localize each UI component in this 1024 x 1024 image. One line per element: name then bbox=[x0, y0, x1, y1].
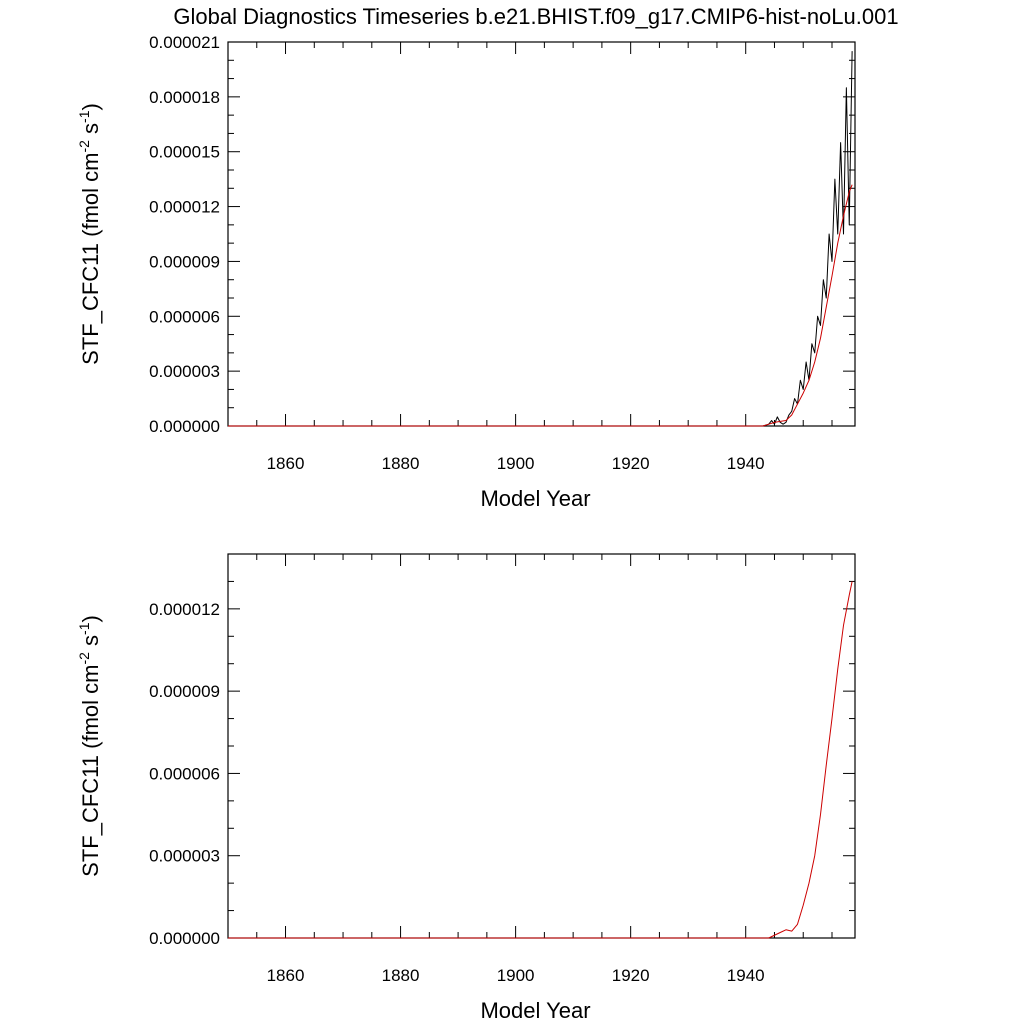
plot-frame bbox=[227, 553, 856, 939]
y-tick-label: 0.000000 bbox=[149, 417, 220, 436]
x-tick-label: 1880 bbox=[382, 966, 420, 985]
y-axis-label-superscript: -2 bbox=[76, 652, 92, 665]
x-tick-label: 1860 bbox=[267, 966, 305, 985]
y-tick-label: 0.000018 bbox=[149, 88, 220, 107]
y-axis-label: STF_CFC11 (fmol cm-2 s-1) bbox=[76, 615, 103, 877]
y-tick-label: 0.000012 bbox=[149, 600, 220, 619]
plot-frame bbox=[227, 41, 856, 427]
y-axis-label: STF_CFC11 (fmol cm-2 s-1) bbox=[76, 103, 103, 365]
top-chart-panel: 1860 1880 1900 1920 1940 0.000000 0.000003 0.00… bbox=[76, 33, 856, 511]
y-axis-label-part: ) bbox=[78, 103, 103, 110]
x-tick-label: 1900 bbox=[497, 966, 535, 985]
series-line-0 bbox=[228, 581, 853, 939]
x-tick-label: 1940 bbox=[727, 454, 765, 473]
y-tick-label: 0.000003 bbox=[149, 847, 220, 866]
x-tick-label: 1860 bbox=[267, 454, 305, 473]
series-line-1 bbox=[228, 184, 853, 427]
y-tick-label: 0.000009 bbox=[149, 682, 220, 701]
x-axis-label: Model Year bbox=[480, 486, 590, 511]
y-axis-label-part: s bbox=[78, 123, 103, 140]
y-tick-label: 0.000000 bbox=[149, 929, 220, 948]
y-axis-label-part: STF_CFC11 (fmol cm bbox=[78, 665, 103, 877]
y-axis-label-part: STF_CFC11 (fmol cm bbox=[78, 153, 103, 365]
figure-title: Global Diagnostics Timeseries b.e21.BHIS… bbox=[173, 4, 898, 29]
x-tick-label: 1920 bbox=[612, 454, 650, 473]
y-tick-label: 0.000009 bbox=[149, 252, 220, 271]
y-axis-label-part: s bbox=[78, 635, 103, 652]
y-tick-label: 0.000015 bbox=[149, 143, 220, 162]
x-tick-label: 1940 bbox=[727, 966, 765, 985]
y-axis-label-part: ) bbox=[78, 615, 103, 622]
series-line-0 bbox=[228, 51, 853, 427]
bottom-chart-panel: 1860 1880 1900 1920 1940 0.000000 0.000003 0.00… bbox=[76, 553, 856, 1023]
y-axis-label-superscript: -1 bbox=[76, 110, 92, 123]
y-tick-label: 0.000006 bbox=[149, 764, 220, 783]
y-tick-label: 0.000021 bbox=[149, 33, 220, 52]
x-axis-label: Model Year bbox=[480, 998, 590, 1023]
x-tick-label: 1880 bbox=[382, 454, 420, 473]
y-tick-label: 0.000012 bbox=[149, 198, 220, 217]
y-tick-label: 0.000003 bbox=[149, 362, 220, 381]
y-axis-label-superscript: -1 bbox=[76, 622, 92, 635]
y-tick-label: 0.000006 bbox=[149, 307, 220, 326]
y-axis-label-superscript: -2 bbox=[76, 140, 92, 153]
x-tick-label: 1900 bbox=[497, 454, 535, 473]
x-tick-label: 1920 bbox=[612, 966, 650, 985]
